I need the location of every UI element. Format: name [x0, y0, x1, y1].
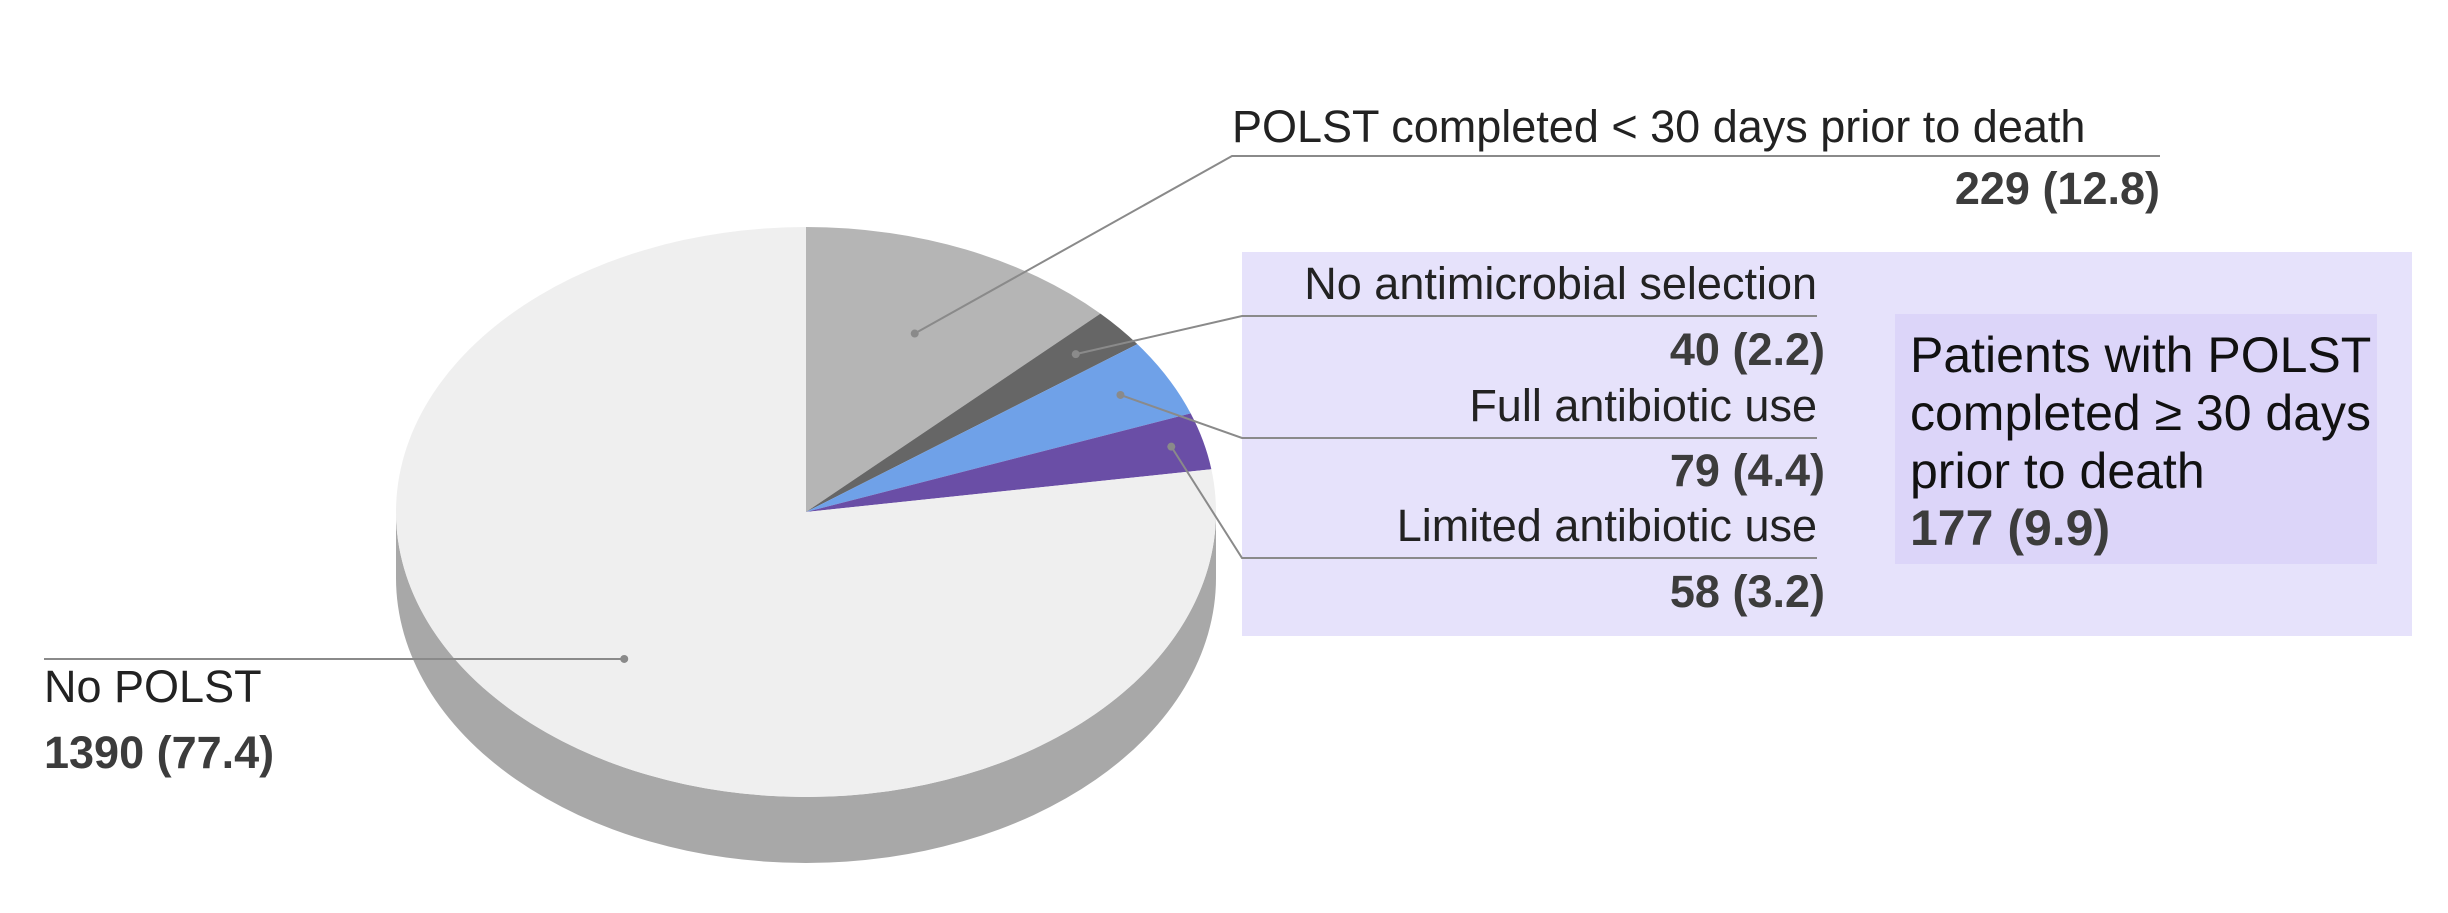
group-label-line-2: completed ≥ 30 days — [1910, 385, 2371, 441]
slice-value-no-polst: 1390 (77.4) — [44, 727, 274, 778]
leader-lines — [44, 155, 2160, 663]
leader-no-polst-dot — [620, 654, 629, 663]
slice-polst-lt30 — [806, 227, 1101, 512]
slice-label-limited-antibiotic: Limited antibiotic use — [1397, 500, 1817, 551]
leader-full-antibiotic-dot — [1116, 390, 1125, 399]
leader-no-antimicrobial-dot — [1071, 350, 1080, 359]
leader-limited-antibiotic-dot — [1167, 442, 1176, 451]
slice-value-full-antibiotic: 79 (4.4) — [1670, 445, 1825, 496]
group-label-line-3: prior to death — [1910, 443, 2205, 499]
leader-limited-antibiotic — [1170, 446, 1817, 559]
slice-no-antimicrobial — [806, 313, 1138, 512]
slice-label-no-antimicrobial: No antimicrobial selection — [1304, 258, 1817, 309]
slice-value-no-antimicrobial: 40 (2.2) — [1670, 324, 1825, 375]
slice-label-full-antibiotic: Full antibiotic use — [1469, 380, 1817, 431]
slice-value-limited-antibiotic: 58 (3.2) — [1670, 566, 1825, 617]
pie-slices — [396, 227, 1217, 797]
slice-value-polst-lt30: 229 (12.8) — [1955, 163, 2160, 214]
slice-full-antibiotic — [806, 344, 1191, 512]
slice-no-polst — [396, 227, 1217, 797]
group-label-line-1: Patients with POLST — [1910, 327, 2371, 383]
slice-label-polst-lt30: POLST completed < 30 days prior to death — [1232, 101, 2085, 152]
leader-polst-lt30 — [914, 155, 2160, 335]
group-label-background — [1895, 314, 2377, 564]
leader-polst-lt30-dot — [910, 329, 919, 338]
slice-limited-antibiotic — [806, 413, 1212, 512]
leader-no-antimicrobial — [1075, 315, 1817, 356]
leader-full-antibiotic — [1120, 394, 1817, 439]
group-value: 177 (9.9) — [1910, 500, 2110, 556]
pie-side — [396, 512, 1216, 863]
slice-label-no-polst: No POLST — [44, 661, 262, 712]
